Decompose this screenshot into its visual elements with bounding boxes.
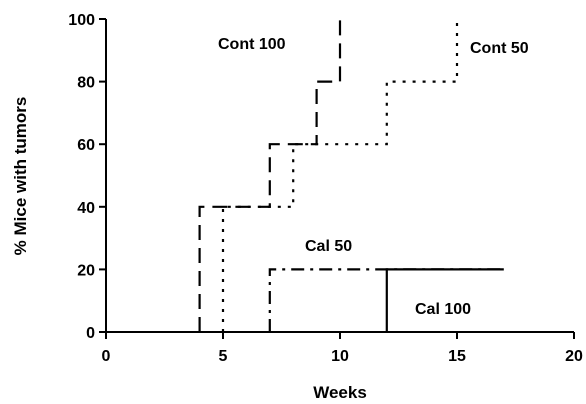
x-axis: 0 5 10 15 20 — [102, 331, 583, 365]
y-axis-label: % Mice with tumors — [11, 97, 30, 256]
y-tick-label: 20 — [77, 262, 95, 279]
plot-lines — [198, 19, 504, 332]
y-tick-label: 80 — [77, 75, 95, 92]
x-tick-label: 5 — [219, 348, 228, 365]
x-tick-label: 20 — [565, 348, 583, 365]
y-tick-label: 40 — [77, 200, 95, 217]
y-tick-label: 0 — [86, 325, 95, 342]
series-label-cal-50: Cal 50 — [305, 238, 352, 255]
series-line-cal-50 — [268, 268, 504, 332]
x-tick-label: 10 — [331, 348, 349, 365]
y-axis: 0 20 40 60 80 100 — [68, 12, 107, 342]
x-axis-label: Weeks — [313, 383, 367, 402]
y-tick-label: 100 — [68, 12, 95, 29]
series-line-cal-100 — [385, 268, 504, 332]
series-label-cont-50: Cont 50 — [470, 40, 529, 57]
series-label-cal-100: Cal 100 — [415, 301, 471, 318]
x-tick-label: 15 — [448, 348, 466, 365]
y-tick-label: 60 — [77, 137, 95, 154]
series-line-cont-100 — [198, 19, 342, 332]
series-line-cont-50 — [221, 19, 459, 332]
series-label-cont-100: Cont 100 — [218, 36, 286, 53]
x-tick-label: 0 — [102, 348, 111, 365]
